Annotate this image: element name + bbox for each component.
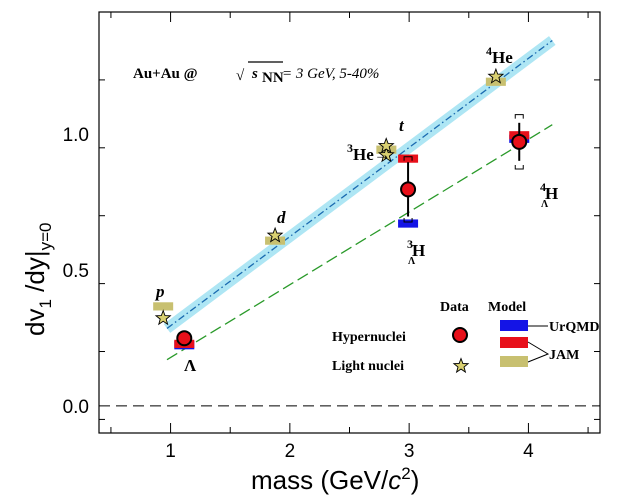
label-he4-sup: 4 [486,44,492,58]
legend-hypernuclei-marker [452,327,468,343]
label-h3l-sup: 3 [407,237,413,251]
y-axis-label: dv1 /dy|y=0 [20,223,55,337]
legend-urqmd-swatch [500,320,528,331]
label-he3-main: He [353,145,374,164]
band-jam-4-0 [153,302,174,311]
legend-model-urqmd: UrQMD [549,320,600,335]
label-he3-arrow: → [374,145,391,164]
hypernuclei-point-2 [511,133,528,150]
label-h4l: 4H [540,180,558,203]
label-h3l-sub: Λ [408,256,416,267]
x-tick-label: 2 [285,441,296,462]
x-axis-label: mass (GeV/c2) [251,464,419,495]
legend: Data Model Hypernuclei Light nuclei UrQM… [332,300,600,374]
sqrt-symbol: √ [236,68,245,84]
light-nuclei-point-3 [377,137,395,154]
fit-line-1 [166,124,553,361]
hypernuclei-point-1 [400,181,417,198]
light-nuclei-point-0 [154,309,172,326]
light-nuclei-point-4 [487,67,505,84]
x-tick-label: 3 [404,441,415,462]
y-tick-label: 0.0 [63,397,89,418]
band-jam-3-1 [398,154,419,163]
light-nuclei-point-2 [377,146,395,163]
model-bands [153,77,530,350]
legend-model-jam: JAM [549,348,579,363]
fit-band-0 [163,36,556,333]
label-h4l-sub: Λ [541,199,549,210]
sqrt-snn: √ s NN = 3 GeV, 5-40% [236,61,379,86]
label-he3: 3He→ [347,141,391,164]
y-tick-label: 1.0 [63,125,89,146]
chart-annotation: Au+Au @ [133,66,198,82]
label-he4-main: He [492,48,513,67]
hypernuclei-point-0 [176,330,193,347]
x-axis-title: mass (GeV/c2) [251,464,419,495]
label-he3-sup: 3 [347,141,353,155]
light-nuclei-point-1 [266,226,284,243]
annotation-rest: = 3 GeV, 5-40% [282,66,379,82]
label-he4: 4He [486,44,513,67]
legend-jam-bracket [527,341,550,363]
legend-jam-red-swatch [500,337,528,348]
label-h4l-main: H [545,184,558,203]
label-t: t [399,116,405,135]
y-axis-title: dv1 /dy|y=0 [20,223,55,337]
plot-frame: 1 2 3 4 0.0 0.5 1.0 [63,11,601,462]
label-d: d [277,208,286,227]
band-jam-4-3 [485,77,506,86]
label-lambda: Λ [184,356,197,375]
label-h3l-main: H [412,241,425,260]
legend-jam-yellow-swatch [500,356,528,367]
legend-row-light-nuclei: Light nuclei [332,359,404,374]
data-markers [154,67,528,347]
s-sub: NN [262,70,284,86]
legend-row-hypernuclei: Hypernuclei [332,330,406,345]
x-tick-label: 4 [523,441,534,462]
y-tick-label: 0.5 [63,261,89,282]
label-h4l-sup: 4 [540,180,546,194]
s-var: s [251,66,258,82]
sys-bracket-1 [403,156,413,223]
label-p: p [154,282,165,301]
legend-light-nuclei-marker [452,357,470,374]
legend-col-model: Model [488,300,526,315]
band-urqmd-2-1 [398,219,419,228]
fit-lines [163,36,556,361]
legend-col-data: Data [440,300,469,315]
band-jam-4-1 [265,236,286,245]
sys-bracket-2 [514,114,524,170]
x-tick-label: 1 [165,441,176,462]
label-h3l: 3H [407,237,425,260]
